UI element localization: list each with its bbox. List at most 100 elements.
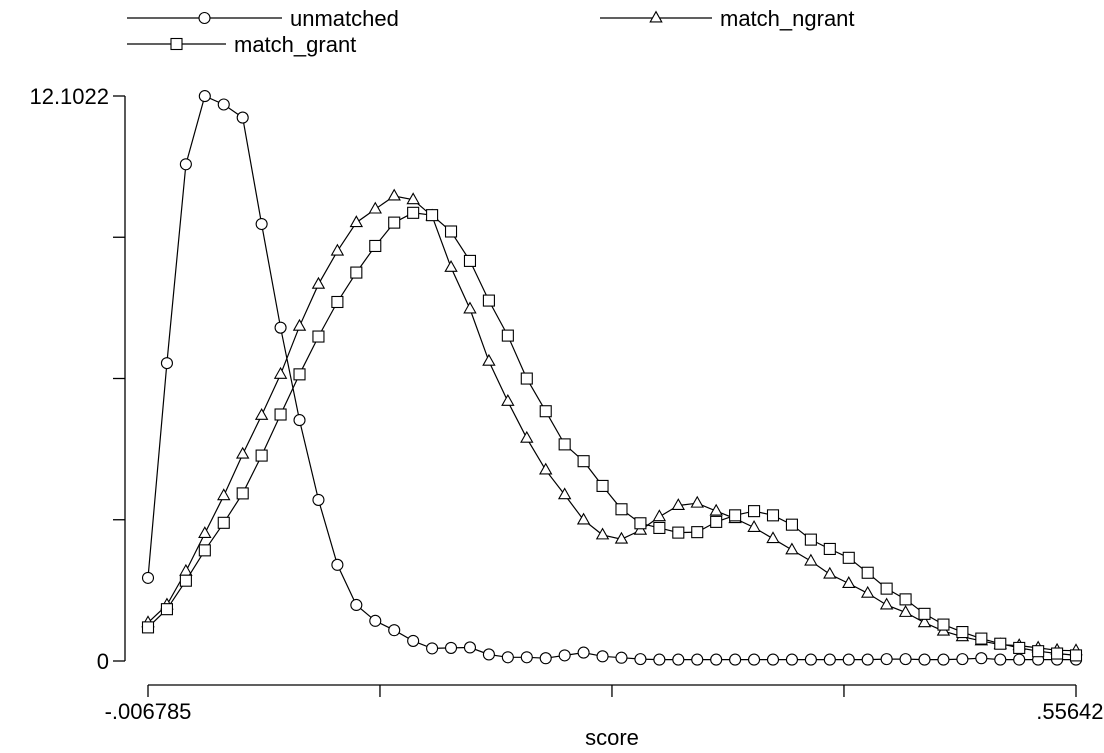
data-point-match_ngrant [198, 526, 212, 539]
data-point-match_ngrant [217, 488, 231, 501]
series-layer [141, 90, 1083, 666]
data-point-unmatched [672, 653, 685, 666]
data-point-match_grant [899, 593, 912, 606]
data-point-match_grant [918, 607, 931, 620]
data-point-unmatched [634, 653, 647, 666]
data-point-match_grant [615, 503, 628, 516]
data-point-match_ngrant [406, 192, 420, 205]
data-point-match_ngrant [804, 553, 818, 566]
data-point-unmatched [312, 493, 325, 506]
series-line-match_ngrant [147, 195, 1077, 652]
data-point-unmatched [482, 648, 495, 661]
data-point-match_grant [785, 518, 798, 531]
data-point-unmatched [463, 641, 477, 654]
data-point-match_grant [577, 455, 590, 468]
data-point-unmatched [198, 90, 211, 103]
data-point-match_grant [823, 542, 836, 556]
data-point-unmatched [766, 653, 780, 666]
data-point-unmatched [1013, 653, 1026, 666]
data-point-match_grant [1051, 647, 1064, 660]
data-point-match_grant [350, 266, 363, 279]
data-point-match_ngrant [292, 318, 307, 331]
data-point-match_grant [217, 516, 230, 529]
series-line-match_grant [147, 212, 1077, 656]
data-point-unmatched [539, 652, 552, 665]
data-point-unmatched [407, 634, 420, 647]
data-point-match_grant [1032, 645, 1045, 658]
data-point-unmatched [596, 650, 609, 663]
data-point-match_grant [160, 603, 173, 616]
data-point-match_grant [558, 438, 571, 451]
legend-marker [649, 10, 663, 23]
x-tick-label: -.006785 [105, 699, 192, 724]
legend-item-match_grant: match_grant [127, 32, 356, 57]
data-point-match_ngrant [917, 615, 932, 628]
legend-marker [198, 11, 211, 25]
data-point-unmatched [615, 651, 628, 664]
data-point-match_ngrant [539, 462, 553, 475]
data-point-unmatched [179, 158, 192, 171]
data-point-match_ngrant [273, 366, 288, 379]
data-point-match_grant [596, 479, 609, 492]
data-point-match_ngrant [520, 430, 534, 443]
legend: unmatched match_ngrant match_grant [127, 6, 855, 57]
data-point-match_grant [179, 574, 192, 587]
data-point-unmatched [501, 651, 514, 664]
data-point-unmatched [842, 653, 855, 666]
data-point-unmatched [388, 624, 401, 637]
data-point-match_grant [729, 509, 742, 522]
data-point-match_grant [331, 295, 344, 309]
data-point-match_ngrant [576, 512, 591, 525]
data-point-unmatched [369, 614, 382, 627]
data-point-match_grant [255, 449, 268, 462]
data-point-match_grant [634, 517, 647, 530]
data-point-match_ngrant [349, 215, 364, 228]
data-point-match_ngrant [747, 520, 761, 532]
data-point-match_ngrant [368, 201, 382, 214]
series-unmatched [141, 90, 1083, 666]
data-point-match_ngrant [690, 495, 704, 508]
data-point-match_ngrant [387, 188, 401, 201]
data-point-match_grant [710, 515, 723, 528]
y-tick-label: 0 [97, 649, 109, 674]
data-point-match_ngrant [557, 487, 572, 500]
data-point-match_grant [274, 408, 287, 421]
data-point-match_grant [141, 621, 155, 634]
data-point-match_ngrant [595, 527, 610, 540]
data-point-match_grant [444, 225, 458, 238]
data-point-match_grant [672, 526, 685, 539]
data-point-match_ngrant [842, 576, 856, 588]
data-point-unmatched [691, 653, 704, 666]
data-point-unmatched [274, 321, 287, 334]
data-point-unmatched [880, 653, 893, 666]
data-point-match_ngrant [766, 531, 780, 544]
data-point-unmatched [861, 653, 874, 666]
data-point-unmatched [804, 653, 817, 666]
data-point-match_grant [804, 533, 817, 546]
data-point-match_ngrant [501, 393, 515, 406]
data-point-unmatched [748, 653, 761, 666]
data-point-match_ngrant [823, 566, 837, 579]
data-point-unmatched [331, 558, 344, 571]
data-point-match_grant [994, 637, 1007, 650]
data-point-unmatched [577, 646, 590, 659]
data-point-match_ngrant [652, 509, 667, 522]
data-point-match_ngrant [444, 259, 458, 272]
data-point-match_grant [369, 239, 382, 253]
data-point-match_ngrant [311, 276, 326, 289]
data-point-unmatched [823, 653, 836, 666]
data-point-match_grant [463, 254, 477, 267]
data-point-match_grant [236, 487, 249, 500]
data-point-match_ngrant [463, 301, 477, 314]
data-point-unmatched [141, 571, 155, 584]
data-point-match_grant [426, 209, 439, 222]
data-point-unmatched [710, 653, 723, 666]
data-point-match_ngrant [482, 353, 496, 366]
legend-label: match_ngrant [720, 6, 855, 31]
legend-item-match_ngrant: match_ngrant [600, 6, 855, 31]
data-point-unmatched [426, 642, 439, 655]
data-point-match_grant [388, 216, 401, 229]
series-match_ngrant [141, 188, 1083, 656]
